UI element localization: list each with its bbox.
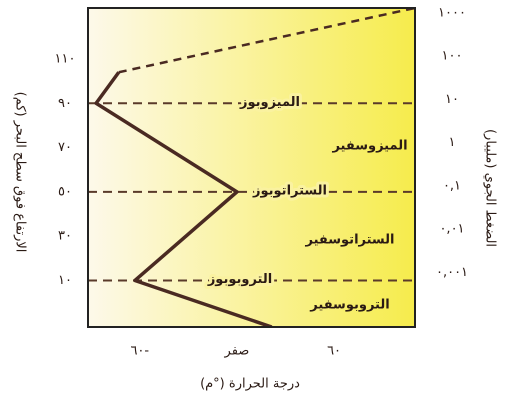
temperature-line [94,71,273,327]
y2-axis-title: الضغط الجوي (مليبار) [483,129,498,247]
y2-tick-label: ١٠٠ [442,49,463,64]
layer-label: التروبوسفير [309,298,389,313]
y2-tick-label: ١ [449,135,456,150]
boundary-label: التروبوبوز [207,272,272,287]
y-tick-label: ٣٠ [58,229,72,244]
y2-tick-label: ١٠٠٠ [438,5,466,20]
y2-tick-label: ٠,٠٠١ [436,265,468,280]
temperature-line [118,8,415,74]
boundary-label: الستراتوبوز [252,183,327,198]
y-axis-title: الارتفاع فوق سطح البحر (كم) [13,92,28,253]
x-tick-label: صفر [224,344,250,359]
y-tick-label: ٧٠ [58,140,72,155]
x-tick-label: ٦٠- [130,344,149,359]
y2-tick-label: ١٠ [445,92,459,107]
y-tick-label: ١٠ [58,273,72,288]
layer-label: الستراتوسفير [305,233,395,248]
plot-frame [87,7,416,328]
y-tick-label: ١١٠ [55,51,76,66]
y-tick-label: ٥٠ [58,184,72,199]
x-tick-label: ٦٠ [327,344,341,359]
boundary-label: الميزوبوز [239,95,300,110]
y2-tick-label: ٠,٠١ [439,222,464,237]
y2-tick-label: ٠,١ [443,178,461,193]
x-axis-title: درجة الحرارة (°م) [200,377,300,392]
y-tick-label: ٩٠ [58,96,72,111]
layer-label: الميزوسفير [331,139,407,154]
